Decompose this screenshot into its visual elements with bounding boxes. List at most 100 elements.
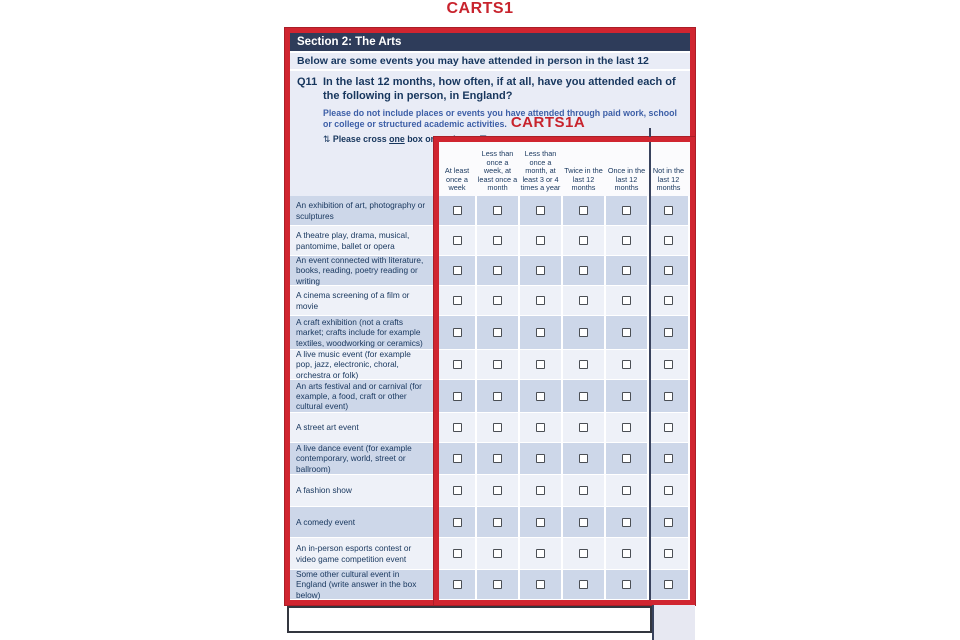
checkbox[interactable] bbox=[664, 580, 673, 589]
checkbox[interactable] bbox=[452, 236, 462, 245]
row-label-text: An in-person esports contest or video ga… bbox=[296, 543, 412, 564]
checkbox[interactable] bbox=[452, 423, 462, 432]
checkbox[interactable] bbox=[579, 296, 588, 305]
checkbox[interactable] bbox=[493, 236, 502, 245]
checkbox[interactable] bbox=[493, 391, 502, 401]
checkbox[interactable] bbox=[536, 486, 545, 495]
checkbox[interactable] bbox=[536, 266, 545, 275]
checkbox[interactable] bbox=[664, 423, 673, 432]
checkbox[interactable] bbox=[493, 328, 502, 337]
answer-cell bbox=[649, 570, 688, 599]
checkbox[interactable] bbox=[493, 423, 502, 432]
checkbox[interactable] bbox=[536, 236, 545, 245]
checkbox[interactable] bbox=[664, 391, 673, 401]
checkbox[interactable] bbox=[579, 391, 588, 401]
answer-cell bbox=[477, 507, 518, 537]
checkbox[interactable] bbox=[622, 266, 631, 275]
checkbox[interactable] bbox=[579, 206, 588, 215]
answer-cell bbox=[520, 226, 561, 255]
checkbox[interactable] bbox=[536, 423, 545, 432]
column-header: At least once a week bbox=[444, 166, 470, 193]
checkbox[interactable] bbox=[452, 391, 462, 401]
checkbox[interactable] bbox=[579, 580, 588, 589]
checkbox[interactable] bbox=[664, 549, 673, 558]
checkbox[interactable] bbox=[452, 549, 462, 558]
checkbox[interactable] bbox=[579, 328, 588, 337]
checkbox[interactable] bbox=[493, 266, 502, 275]
checkbox[interactable] bbox=[664, 360, 673, 369]
checkbox[interactable] bbox=[579, 549, 588, 558]
checkbox[interactable] bbox=[452, 454, 462, 463]
checkbox[interactable] bbox=[622, 517, 631, 527]
checkbox[interactable] bbox=[452, 580, 462, 589]
checkbox[interactable] bbox=[664, 328, 673, 337]
checkbox[interactable] bbox=[622, 580, 631, 589]
checkbox[interactable] bbox=[493, 580, 502, 589]
checkbox[interactable] bbox=[536, 206, 545, 215]
table-row bbox=[439, 413, 690, 443]
answer-cell bbox=[439, 350, 475, 379]
checkbox[interactable] bbox=[622, 236, 631, 245]
answer-cell bbox=[649, 350, 688, 379]
checkbox[interactable] bbox=[452, 266, 462, 275]
checkbox[interactable] bbox=[622, 486, 631, 495]
checkbox[interactable] bbox=[452, 296, 462, 305]
row-label-text: A cinema screening of a film or movie bbox=[296, 290, 410, 311]
checkbox[interactable] bbox=[664, 517, 673, 527]
answer-cell bbox=[606, 475, 647, 506]
answer-cell bbox=[477, 196, 518, 225]
checkbox[interactable] bbox=[579, 517, 588, 527]
checkbox[interactable] bbox=[622, 360, 631, 369]
write-in-answer-box[interactable] bbox=[287, 606, 652, 633]
answer-cell bbox=[563, 286, 604, 315]
checkbox[interactable] bbox=[493, 549, 502, 558]
checkbox[interactable] bbox=[622, 391, 631, 401]
checkbox[interactable] bbox=[579, 266, 588, 275]
checkbox[interactable] bbox=[579, 360, 588, 369]
checkbox[interactable] bbox=[493, 517, 502, 527]
checkbox[interactable] bbox=[579, 454, 588, 463]
checkbox[interactable] bbox=[664, 486, 673, 495]
answer-cell bbox=[563, 256, 604, 285]
checkbox[interactable] bbox=[536, 328, 545, 337]
checkbox[interactable] bbox=[664, 236, 673, 245]
checkbox[interactable] bbox=[664, 296, 673, 305]
checkbox[interactable] bbox=[452, 206, 462, 215]
checkbox[interactable] bbox=[452, 486, 462, 495]
checkbox[interactable] bbox=[622, 206, 631, 215]
checkbox[interactable] bbox=[664, 266, 673, 275]
checkbox[interactable] bbox=[493, 206, 502, 215]
checkbox[interactable] bbox=[579, 236, 588, 245]
answer-cell bbox=[520, 413, 561, 442]
checkbox[interactable] bbox=[579, 486, 588, 495]
checkbox[interactable] bbox=[622, 328, 631, 337]
checkbox[interactable] bbox=[536, 296, 545, 305]
row-label: An exhibition of art, photography or scu… bbox=[290, 196, 434, 226]
checkbox[interactable] bbox=[622, 296, 631, 305]
checkbox[interactable] bbox=[579, 423, 588, 432]
checkbox[interactable] bbox=[536, 580, 545, 589]
checkbox[interactable] bbox=[622, 423, 631, 432]
answer-cell bbox=[649, 475, 688, 506]
checkbox[interactable] bbox=[493, 296, 502, 305]
checkbox[interactable] bbox=[622, 454, 631, 463]
checkbox[interactable] bbox=[536, 549, 545, 558]
checkbox[interactable] bbox=[536, 391, 545, 401]
checkbox[interactable] bbox=[664, 454, 673, 463]
checkbox[interactable] bbox=[622, 549, 631, 558]
checkbox[interactable] bbox=[493, 486, 502, 495]
checkbox[interactable] bbox=[493, 454, 502, 463]
row-label: A cinema screening of a film or movie bbox=[290, 286, 434, 316]
checkbox[interactable] bbox=[452, 328, 462, 337]
checkbox[interactable] bbox=[664, 206, 673, 215]
answer-cell bbox=[649, 443, 688, 474]
divider bbox=[290, 69, 690, 71]
answer-cell bbox=[649, 380, 688, 412]
checkbox[interactable] bbox=[452, 360, 462, 369]
checkbox[interactable] bbox=[493, 360, 502, 369]
answer-cell bbox=[606, 286, 647, 315]
checkbox[interactable] bbox=[536, 360, 545, 369]
checkbox[interactable] bbox=[536, 454, 545, 463]
checkbox[interactable] bbox=[452, 517, 462, 527]
checkbox[interactable] bbox=[536, 517, 545, 527]
